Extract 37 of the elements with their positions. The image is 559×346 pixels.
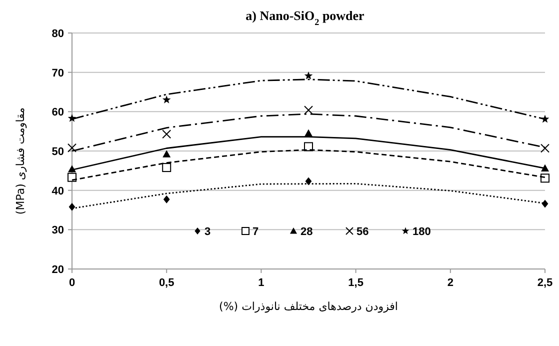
point [163, 195, 170, 204]
legend-label: 56 [356, 226, 369, 238]
point [162, 130, 172, 139]
point [541, 164, 549, 172]
x-tick-label: 0 [68, 277, 76, 289]
chart-title: a) Nano-SiO$_{2}$ powder [246, 8, 365, 27]
point [305, 177, 312, 186]
x-tick-label: 2,5 [537, 277, 553, 289]
x-axis-title: افزودن درصدهای مختلف نانوذرات (%) [219, 300, 398, 313]
y-tick-label: 70 [52, 67, 64, 80]
x-tick-label: 0,5 [158, 277, 174, 289]
point [162, 95, 171, 104]
point [540, 144, 550, 153]
y-tick-label: 80 [52, 28, 64, 40]
y-tick-label: 60 [52, 106, 64, 119]
point [68, 202, 76, 211]
legend-label: 180 [412, 226, 431, 238]
point [540, 174, 550, 183]
point [304, 71, 313, 80]
point [162, 163, 172, 172]
x-tick-label: 1,5 [348, 277, 364, 289]
legend-label: 7 [252, 226, 259, 238]
point [162, 150, 171, 158]
x-tick-label: 2 [447, 277, 454, 289]
point [304, 106, 313, 115]
point [68, 165, 76, 172]
legend-label: 3 [204, 226, 211, 238]
y-tick-label: 50 [52, 146, 64, 158]
y-tick-label: 40 [52, 185, 64, 198]
point [68, 172, 76, 182]
x-tick-label: 1 [258, 277, 264, 289]
y-axis-title: مقاومت فشاری (MPa) [14, 107, 27, 215]
y-tick-label: 30 [52, 224, 64, 237]
point [542, 200, 548, 208]
legend-label: 28 [300, 226, 313, 238]
point [68, 143, 76, 152]
y-tick-label: 20 [52, 264, 64, 276]
